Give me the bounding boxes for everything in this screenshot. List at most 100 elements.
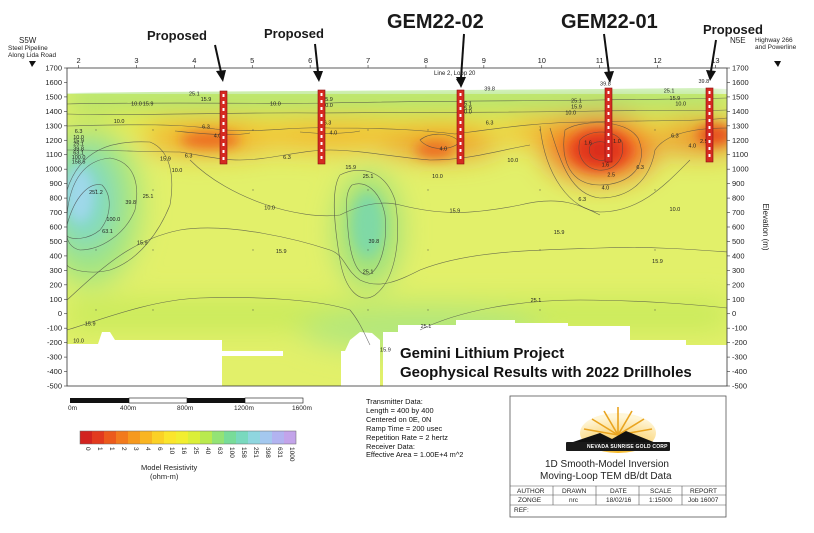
y-tick-label-right: 700 [732,208,745,217]
tb-header-drawn: DRAWN [562,488,587,495]
title-block-graphics [509,395,727,518]
colorbar-swatch [104,431,116,444]
y-tick-label-right: 300 [732,266,745,275]
y-tick-label-left: 100 [49,295,62,304]
arrow-proposed-2 [314,43,319,73]
x-tick-label: 4 [192,56,196,65]
y-tick-label-right: 1300 [732,121,749,130]
station-dots [95,129,656,311]
colorbar-tick-label: 10 [168,447,175,455]
x-tick-label: 8 [424,56,428,65]
contour-label: 10.0 [507,158,518,164]
contour-label: 10.0 [565,110,576,116]
x-tick-label: 6 [308,56,312,65]
contour-label: 4.0 [439,146,447,152]
colorbar-tick-label: 100 [228,447,235,458]
drillhole-gem22-02 [456,89,465,165]
tx-line: Ramp Time = 200 usec [366,423,443,433]
drillhole-proposed-2 [317,89,326,165]
contour-label: 25.1 [461,102,472,108]
drillhole-proposed-3 [705,87,714,163]
x-tick-label: 7 [366,56,370,65]
contour-label: 39.8 [368,239,379,245]
contour-label: 6.3 [671,133,679,139]
contour-label: 63.1 [73,151,84,157]
contour-label: 15.9 [554,230,565,236]
contour-lines [67,97,727,346]
y-tick-label-left: -300 [47,353,62,362]
tb-header-author: AUTHOR [517,488,545,495]
colorbar-swatch [224,431,236,444]
colorbar-swatch [140,431,152,444]
y-tick-label-left: 1400 [45,107,62,116]
contour-label: 63.1 [102,229,113,235]
transmitter-info: Transmitter Data: Length = 400 by 400 Ce… [366,397,464,460]
y-tick-label-left: 1100 [46,150,62,159]
contour-label: 100.0 [106,217,120,223]
colorbar-tick-label: 158 [240,447,247,458]
contour-label: 10.0 [73,339,84,345]
tx-line: Repetition Rate = 2 hertz [366,432,448,442]
y-tick-label-left: 1300 [45,121,62,130]
contour-label: 25.1 [571,99,582,105]
contour-label: 158.5 [72,159,86,165]
arrow-head-proposed-2 [313,71,323,82]
y-tick-label-right: -200 [732,338,747,347]
colorbar-tick-label: 3 [132,447,139,451]
y-tick-label-right: 500 [732,237,745,246]
contour-label: 10.0 [270,102,281,108]
y-tick-label-right: 1000 [732,165,749,174]
colorbar-tick-label: 6 [156,447,163,451]
arrow-proposed-3 [710,39,717,72]
label-gem22-01: GEM22-01 [561,11,658,33]
contour-label: 6.3 [486,120,494,126]
tx-line: Centered on 0E, 0N [366,414,432,424]
nevada-sunrise-logo [566,407,670,453]
y-tick-label-right: -300 [732,353,747,362]
title-block-line-1: 1D Smooth-Model Inversion [545,459,669,470]
colorbar-tick-label: 398 [264,447,271,458]
y-tick-label-left: 1600 [45,78,62,87]
colorbar-tick-label: 2 [120,447,127,451]
right-end-label-1: Highway 266 [755,37,793,44]
contour-label: 15.9 [450,209,461,215]
contour-label: 15.9 [571,104,582,110]
y-tick-label-left: 600 [49,223,62,232]
arrow-proposed-1 [214,44,222,73]
pointer-arrows [214,33,717,88]
y-tick-label-right: -400 [732,367,747,376]
loop-label: Line 2, Loop 20 [434,71,476,77]
contour-label: 10.0 [670,207,681,213]
y-tick-label-left: -500 [47,382,62,391]
colorbar-swatch [284,431,296,444]
colorbar-swatch [200,431,212,444]
x-tick-label: 12 [653,56,661,65]
colorbar-tick-label: 1 [96,447,103,451]
logo-text: NEVADA SUNRISE GOLD CORP [587,444,668,450]
contour-label: 25.1 [189,91,200,97]
colorbar-tick-label: 0 [84,447,91,451]
left-end-label-2: Along Lida Road [8,52,57,59]
arrow-head-proposed-1 [216,70,226,82]
contour-label: 6.3 [202,125,210,131]
resistivity-colormap [67,68,727,386]
y-tick-label-left: 1200 [45,136,62,145]
contour-label: 39.8 [600,81,611,87]
y-tick-label-left: 200 [49,280,62,289]
contour-label: 2.5 [700,139,708,145]
scale-bar-graphic [70,397,304,404]
contour-label: 4.0 [329,130,337,136]
tx-line: Effective Area = 1.00E+4 m^2 [366,450,464,460]
y-tick-label-left: 1700 [45,64,62,73]
contour-label: 15.9 [670,96,681,102]
title-block-line-2: Moving-Loop TEM dB/dt Data [540,471,672,482]
drillhole-gem22-01 [604,87,613,163]
contour-label: 4.0 [688,144,696,150]
contour-label: 15.9 [137,240,148,246]
tb-header-date: DATE [610,488,627,495]
contour-label: 6.3 [75,129,83,135]
contour-label: 10.0 [73,135,84,141]
left-end-label-1: Steel Pipeline [8,45,48,52]
colorbar-title-line-1: Model Resistivity [141,463,198,472]
